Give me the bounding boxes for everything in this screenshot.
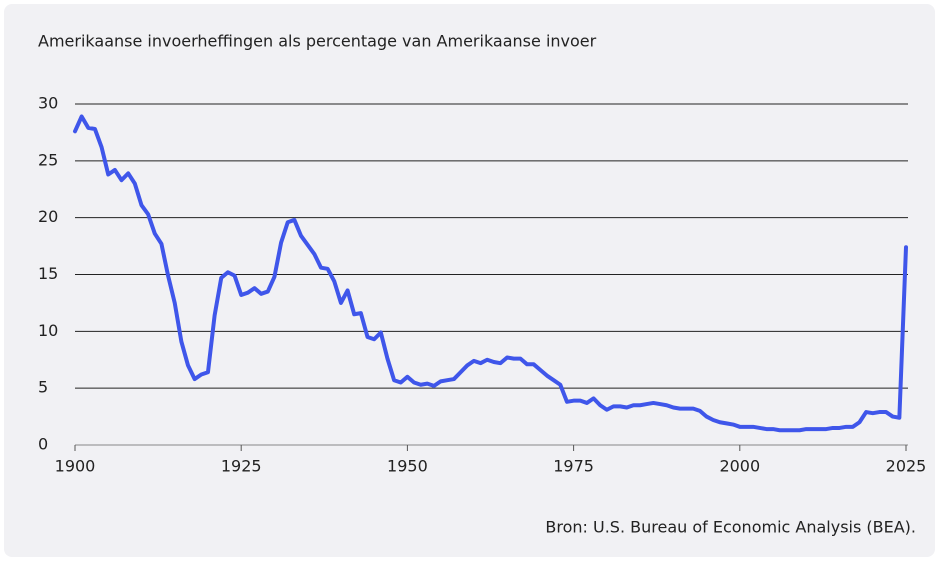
line [73, 114, 908, 433]
x-tick-label: 2000 [719, 457, 760, 476]
x-tick-label: 1900 [55, 457, 96, 476]
y-tick-label: 25 [38, 150, 58, 169]
y-tick-label: 5 [38, 378, 48, 397]
x-tick-label: 1975 [553, 457, 594, 476]
y-tick-label: 30 [38, 94, 58, 113]
source: Bron: U.S. Bureau of Economic Analysis (… [545, 518, 916, 537]
y-tick-label: 0 [38, 435, 48, 454]
y-tick-label: 20 [38, 207, 58, 226]
x-tick-label: 1925 [221, 457, 262, 476]
panel [4, 4, 935, 557]
x-tick-label: 2025 [886, 457, 927, 476]
chart-title: Amerikaanse invoerheffingen als percenta… [38, 32, 597, 51]
y-tick-label: 10 [38, 321, 58, 340]
y-tick-label: 15 [38, 264, 58, 283]
x-tick-label: 1950 [387, 457, 428, 476]
